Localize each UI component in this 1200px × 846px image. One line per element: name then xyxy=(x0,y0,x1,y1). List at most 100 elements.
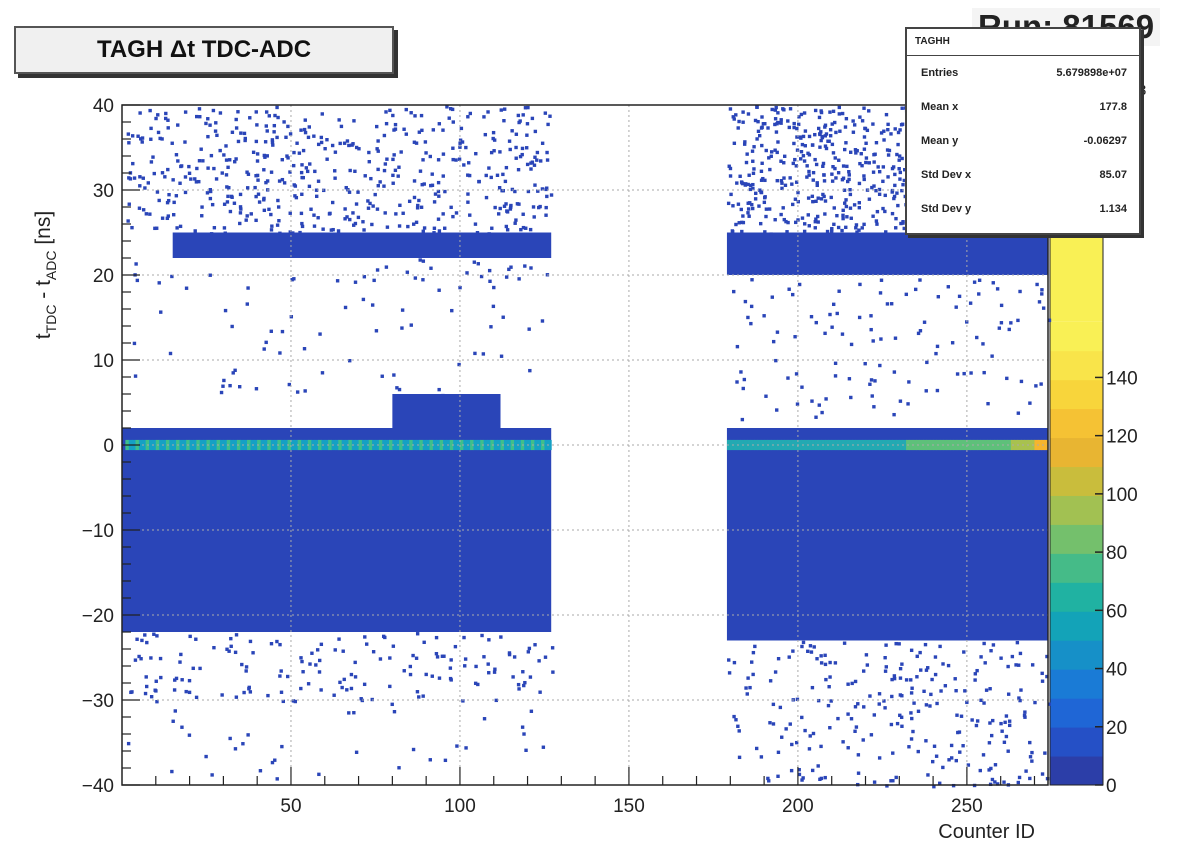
sparse-cell xyxy=(794,180,799,184)
sparse-cell xyxy=(815,214,820,219)
sparse-cell xyxy=(323,147,327,151)
sparse-cell xyxy=(857,205,862,210)
sparse-cell xyxy=(414,220,419,225)
sparse-cell xyxy=(818,777,822,782)
sparse-cell xyxy=(473,351,477,356)
color-tick-label: 60 xyxy=(1106,601,1127,622)
color-scale-segment xyxy=(1050,553,1103,583)
sparse-cell xyxy=(464,746,468,750)
sparse-cell xyxy=(877,187,882,192)
sparse-cell xyxy=(1004,734,1009,739)
sparse-cell xyxy=(210,773,214,777)
sparse-cell xyxy=(846,712,850,716)
sparse-cell xyxy=(173,678,177,682)
sparse-cell xyxy=(867,197,872,201)
sparse-cell xyxy=(930,759,935,764)
sparse-cell xyxy=(159,310,163,314)
sparse-cell xyxy=(744,686,748,690)
sparse-cell xyxy=(208,196,213,201)
sparse-cell xyxy=(339,124,344,129)
sparse-cell xyxy=(351,211,355,215)
sparse-cell xyxy=(845,164,849,169)
sparse-cell xyxy=(767,779,771,783)
sparse-cell xyxy=(898,399,903,403)
sparse-cell xyxy=(247,687,251,691)
sparse-cell xyxy=(1040,679,1045,683)
sparse-cell xyxy=(909,691,914,695)
sparse-cell xyxy=(821,161,826,166)
sparse-cell xyxy=(851,119,855,123)
sparse-cell xyxy=(795,126,799,131)
sparse-cell xyxy=(831,164,835,169)
sparse-cell xyxy=(330,143,335,148)
sparse-cell xyxy=(780,181,784,185)
sparse-cell xyxy=(825,229,830,234)
sparse-cell xyxy=(415,632,420,636)
sparse-cell xyxy=(869,378,874,382)
sparse-cell xyxy=(492,149,496,153)
sparse-cell xyxy=(256,178,260,182)
sparse-cell xyxy=(399,150,403,154)
sparse-cell xyxy=(858,115,862,119)
sparse-cell xyxy=(884,230,888,234)
sparse-cell xyxy=(799,112,804,117)
sparse-cell xyxy=(466,173,470,177)
sparse-cell xyxy=(894,775,898,780)
sparse-cell xyxy=(993,780,997,784)
sparse-cell xyxy=(188,634,192,639)
sparse-cell xyxy=(165,200,170,205)
sparse-cell xyxy=(272,123,277,128)
sparse-cell xyxy=(922,689,926,693)
sparse-cell xyxy=(392,373,396,377)
sparse-cell xyxy=(343,207,347,211)
sparse-cell xyxy=(895,191,899,195)
sparse-cell xyxy=(489,175,493,180)
sparse-cell xyxy=(303,118,307,122)
sparse-cell xyxy=(437,194,441,198)
sparse-cell xyxy=(267,207,271,212)
sparse-cell xyxy=(989,766,993,771)
sparse-cell xyxy=(922,320,927,324)
sparse-cell xyxy=(265,129,269,133)
sparse-cell xyxy=(397,766,401,770)
peak-cell xyxy=(824,439,829,451)
sparse-cell xyxy=(222,226,227,230)
peak-cell xyxy=(858,439,863,451)
sparse-cell xyxy=(314,663,318,667)
sparse-cell xyxy=(768,679,773,683)
sparse-cell xyxy=(754,191,758,196)
sparse-cell xyxy=(343,217,347,221)
sparse-cell xyxy=(810,194,815,199)
sparse-cell xyxy=(857,201,862,205)
sparse-cell xyxy=(1010,654,1015,659)
sparse-cell xyxy=(468,213,472,217)
sparse-cell xyxy=(736,126,740,130)
sparse-cell xyxy=(803,222,807,226)
sparse-cell xyxy=(437,122,442,126)
sparse-cell xyxy=(819,744,823,749)
sparse-cell xyxy=(741,220,746,225)
sparse-cell xyxy=(310,651,314,655)
sparse-cell xyxy=(879,337,883,341)
sparse-cell xyxy=(815,183,819,188)
sparse-cell xyxy=(545,194,549,199)
sparse-cell xyxy=(535,150,540,155)
peak-cell xyxy=(378,439,383,451)
sparse-cell xyxy=(513,221,517,225)
sparse-cell xyxy=(778,705,783,710)
sparse-cell xyxy=(819,654,823,658)
sparse-cell xyxy=(865,663,870,667)
sparse-cell xyxy=(799,157,803,161)
y-tick-label: −30 xyxy=(82,691,114,712)
peak-cell xyxy=(889,439,894,451)
sparse-cell xyxy=(799,150,804,154)
peak-cell xyxy=(257,439,262,451)
sparse-cell xyxy=(898,128,902,132)
sparse-cell xyxy=(493,205,497,210)
sparse-cell xyxy=(392,128,396,132)
sparse-cell xyxy=(175,226,179,230)
sparse-cell xyxy=(993,763,998,767)
sparse-cell xyxy=(1006,749,1010,753)
sparse-cell xyxy=(741,386,745,391)
sparse-cell xyxy=(421,229,425,233)
